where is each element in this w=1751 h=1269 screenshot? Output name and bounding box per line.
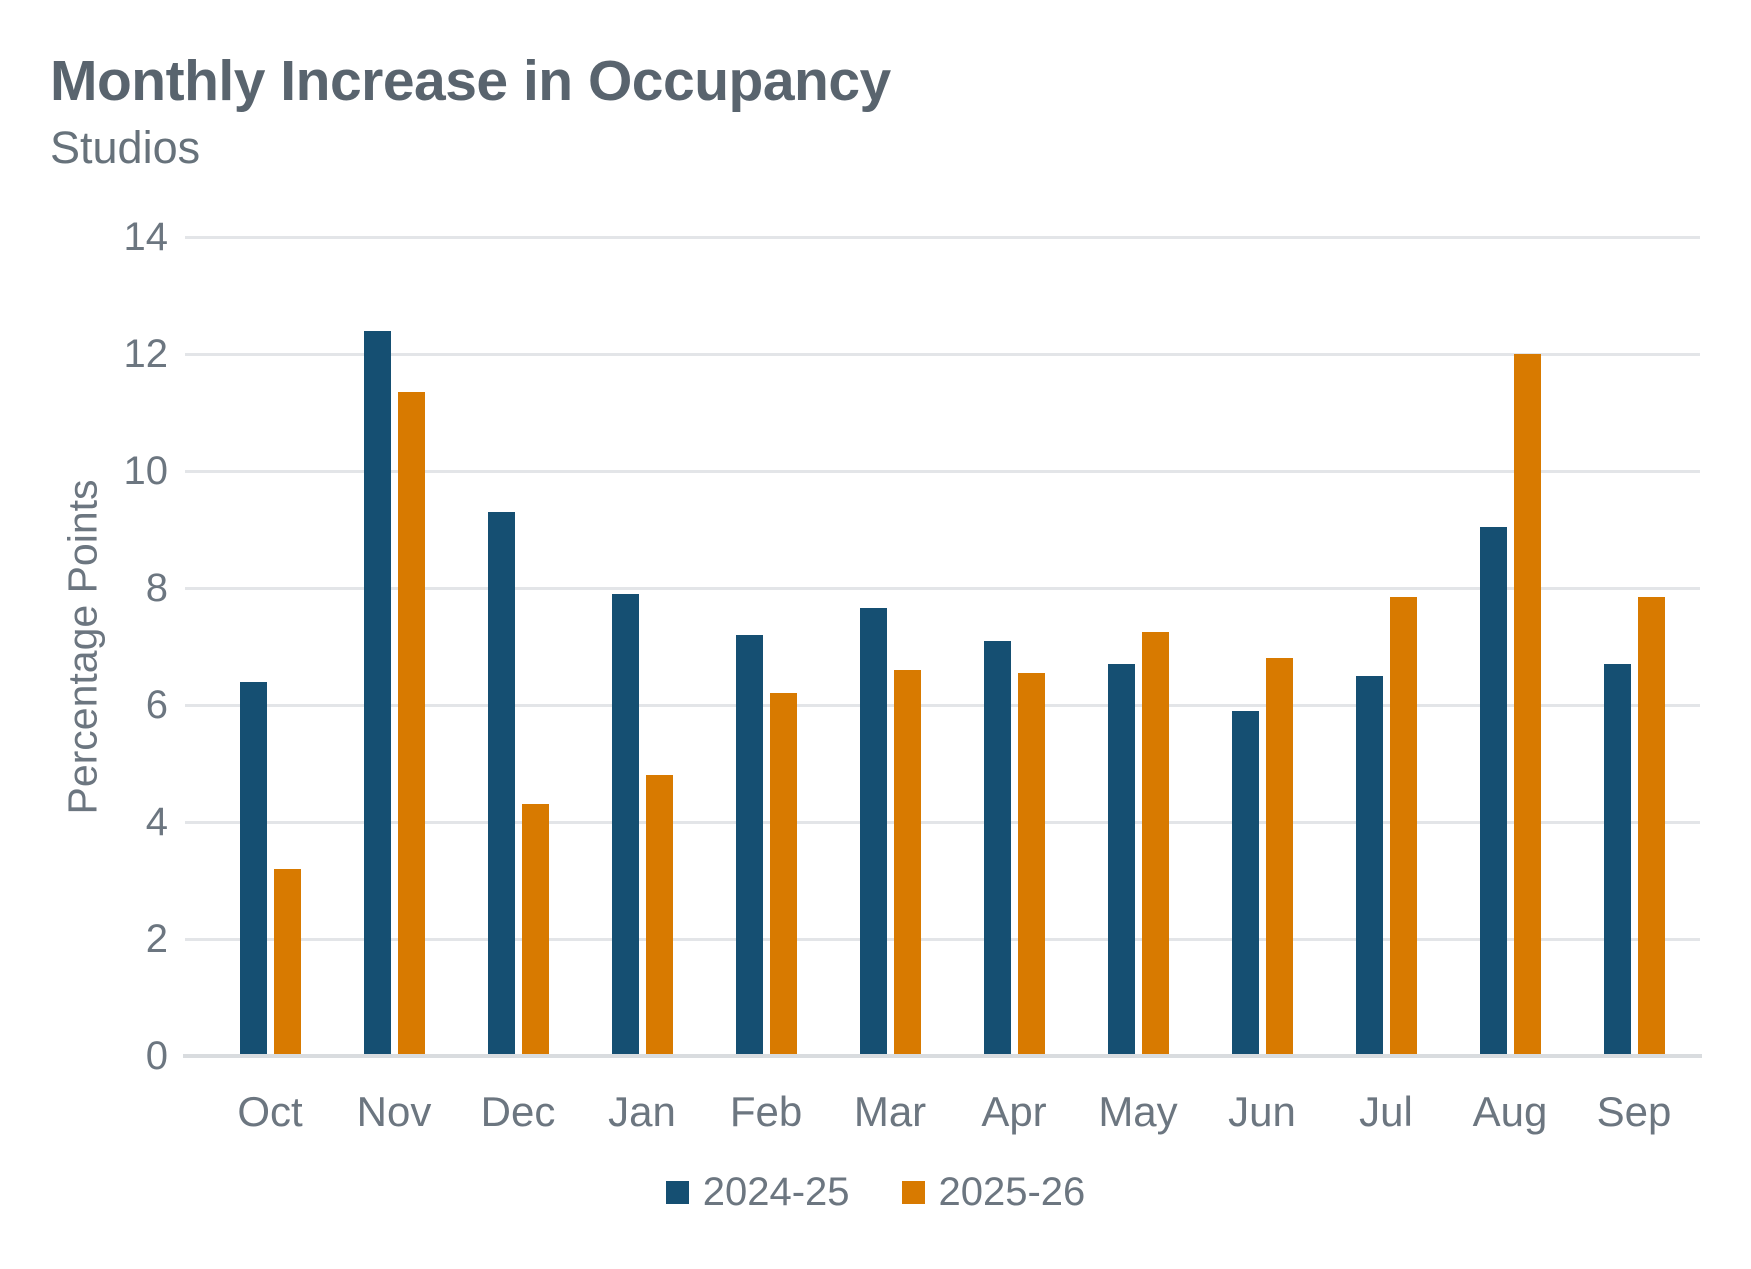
- bar-2024-25-may: [1107, 664, 1135, 1056]
- bar-2024-25-apr: [983, 640, 1011, 1056]
- y-tick-label: 12: [123, 332, 169, 376]
- gridline: [185, 586, 1700, 590]
- bar-2024-25-nov: [363, 330, 391, 1056]
- x-tick-label-may: May: [1098, 1088, 1178, 1135]
- x-tick-label-jun: Jun: [1228, 1088, 1296, 1135]
- gridline: [185, 235, 1700, 239]
- legend-item-2025-26: 2025-26: [901, 1170, 1086, 1214]
- y-tick-label: 0: [145, 1034, 168, 1078]
- bar-2024-25-dec: [487, 511, 515, 1056]
- x-tick-label-jul: Jul: [1359, 1088, 1413, 1135]
- legend-label-2025-26: 2025-26: [938, 1170, 1086, 1214]
- y-axis-title: Percentage Points: [59, 478, 106, 815]
- legend-label-2024-25: 2024-25: [702, 1170, 850, 1214]
- gridline: [185, 937, 1700, 941]
- bar-2024-25-mar: [859, 608, 887, 1056]
- x-tick-label-oct: Oct: [237, 1088, 303, 1135]
- bar-2025-26-jul: [1389, 596, 1417, 1056]
- x-axis-line: [183, 1054, 1702, 1058]
- bar-2025-26-jan: [645, 775, 673, 1056]
- x-tick-label-aug: Aug: [1472, 1088, 1548, 1135]
- gridline: [185, 469, 1700, 473]
- x-tick-label-feb: Feb: [729, 1088, 803, 1135]
- legend-swatch-2025-26: [901, 1180, 925, 1204]
- bar-2024-25-aug: [1479, 526, 1507, 1056]
- chart-subtitle: Studios: [50, 122, 201, 173]
- bar-2025-26-may: [1141, 631, 1169, 1056]
- bar-2024-25-oct: [239, 681, 267, 1056]
- y-tick-label: 8: [145, 566, 168, 610]
- bar-2025-26-aug: [1513, 354, 1541, 1056]
- bar-2025-26-mar: [893, 669, 921, 1056]
- chart-title: Monthly Increase in Occupancy: [50, 49, 891, 113]
- legend-swatch-2024-25: [665, 1180, 689, 1204]
- bar-2024-25-jun: [1231, 710, 1259, 1056]
- y-tick-label: 2: [145, 917, 168, 961]
- bar-2024-25-jan: [611, 593, 639, 1056]
- bar-2024-25-sep: [1603, 664, 1631, 1056]
- gridline: [185, 820, 1700, 824]
- x-tick-label-dec: Dec: [480, 1088, 556, 1135]
- x-tick-label-apr: Apr: [981, 1088, 1047, 1135]
- bar-2025-26-dec: [521, 804, 549, 1056]
- bar-2025-26-apr: [1017, 672, 1045, 1056]
- bar-2025-26-jun: [1265, 658, 1293, 1056]
- y-tick-label: 10: [123, 449, 169, 493]
- x-tick-label-jan: Jan: [608, 1088, 676, 1135]
- bar-2024-25-jul: [1355, 675, 1383, 1056]
- bar-2025-26-feb: [769, 693, 797, 1056]
- y-tick-label: 14: [123, 215, 169, 259]
- bar-2025-26-sep: [1637, 596, 1665, 1056]
- legend-item-2024-25: 2024-25: [665, 1170, 850, 1214]
- x-tick-label-sep: Sep: [1596, 1088, 1672, 1135]
- y-tick-label: 6: [145, 683, 168, 727]
- gridline: [185, 352, 1700, 356]
- bar-2025-26-nov: [397, 392, 425, 1056]
- bar-2025-26-oct: [273, 868, 301, 1056]
- x-tick-label-nov: Nov: [356, 1088, 432, 1135]
- gridline: [185, 703, 1700, 707]
- x-tick-label-mar: Mar: [853, 1088, 927, 1135]
- legend: 2024-25 2025-26: [0, 1172, 1751, 1212]
- y-tick-label: 4: [145, 800, 168, 844]
- bar-2024-25-feb: [735, 634, 763, 1056]
